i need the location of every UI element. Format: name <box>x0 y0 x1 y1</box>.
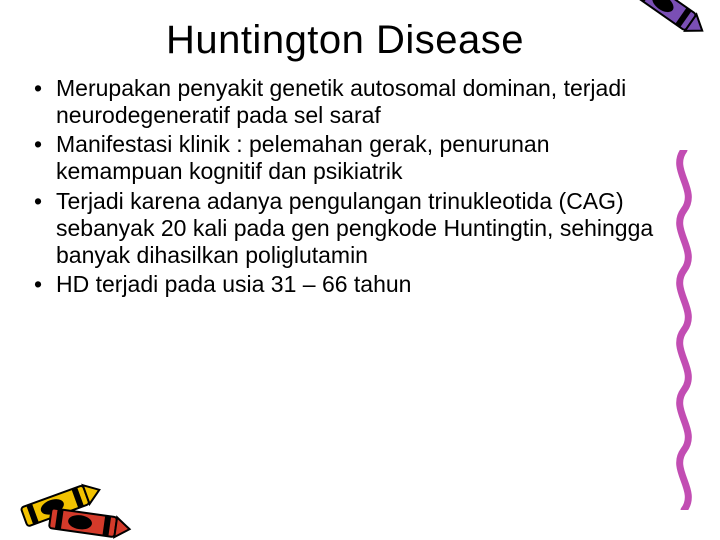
bullet-list: Merupakan penyakit genetik autosomal dom… <box>30 75 660 298</box>
list-item: HD terjadi pada usia 31 – 66 tahun <box>34 271 660 298</box>
squiggle-icon <box>664 150 704 515</box>
list-item: Manifestasi klinik : pelemahan gerak, pe… <box>34 131 660 185</box>
slide: Huntington Disease Merupakan penyakit ge… <box>0 0 720 540</box>
list-item: Merupakan penyakit genetik autosomal dom… <box>34 75 660 129</box>
slide-title: Huntington Disease <box>30 18 660 63</box>
crayon-icon <box>37 504 135 540</box>
list-item: Terjadi karena adanya pengulangan trinuk… <box>34 188 660 269</box>
